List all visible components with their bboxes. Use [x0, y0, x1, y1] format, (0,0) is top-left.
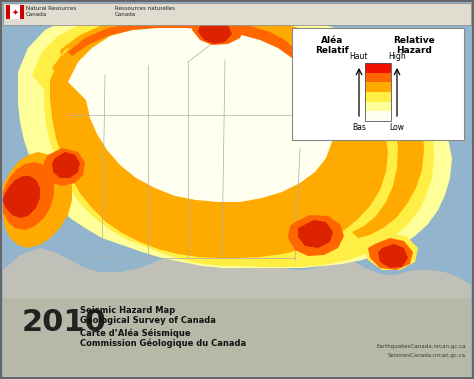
Text: Seismic Hazard Map: Seismic Hazard Map	[80, 306, 175, 315]
Polygon shape	[68, 20, 302, 60]
Text: Canada: Canada	[26, 13, 47, 17]
Bar	[365, 63, 391, 73]
Bar	[6, 5, 24, 19]
Bar	[365, 82, 391, 92]
Polygon shape	[52, 152, 80, 178]
Text: Commission Géologique du Canada: Commission Géologique du Canada	[80, 338, 246, 348]
Text: Ressources naturelles: Ressources naturelles	[115, 6, 175, 11]
Text: EarthquakesCanada.nrcan.gc.ca: EarthquakesCanada.nrcan.gc.ca	[376, 344, 466, 349]
Polygon shape	[288, 215, 344, 256]
Text: Canada: Canada	[115, 13, 136, 17]
Polygon shape	[364, 234, 418, 270]
Polygon shape	[378, 244, 408, 268]
Bar	[3, 3, 471, 25]
Text: SeismesCanada.nrcan.gc.ca: SeismesCanada.nrcan.gc.ca	[388, 353, 466, 358]
Bar	[365, 92, 391, 102]
Bar	[365, 63, 391, 121]
Text: Relative
Hazard: Relative Hazard	[393, 36, 435, 55]
Polygon shape	[3, 3, 25, 210]
Text: High: High	[388, 52, 406, 61]
Text: Low: Low	[390, 123, 404, 132]
Polygon shape	[18, 8, 452, 268]
Polygon shape	[52, 15, 340, 72]
Polygon shape	[330, 30, 424, 238]
Bar	[292, 28, 464, 140]
Text: 2010: 2010	[22, 308, 107, 337]
Polygon shape	[3, 152, 72, 248]
Polygon shape	[44, 148, 85, 186]
Text: Bas: Bas	[352, 123, 366, 132]
Bar	[365, 73, 391, 82]
Text: Aléa
Relatif: Aléa Relatif	[315, 36, 349, 55]
Polygon shape	[68, 26, 334, 202]
Text: Natural Resources: Natural Resources	[26, 6, 76, 11]
Polygon shape	[3, 176, 40, 218]
Polygon shape	[3, 248, 471, 379]
Polygon shape	[32, 15, 422, 267]
Bar	[365, 102, 391, 111]
Polygon shape	[298, 220, 333, 248]
Bar	[365, 111, 391, 121]
Polygon shape	[3, 162, 54, 230]
Polygon shape	[198, 20, 232, 44]
Polygon shape	[292, 95, 338, 130]
Polygon shape	[368, 238, 413, 270]
Bar	[3, 298, 471, 376]
Text: Geological Survey of Canada: Geological Survey of Canada	[80, 316, 216, 325]
Polygon shape	[328, 28, 434, 252]
Text: Haut: Haut	[350, 52, 368, 61]
Bar	[10, 5, 20, 19]
Polygon shape	[50, 20, 388, 258]
Text: ✦: ✦	[11, 8, 18, 17]
Text: Carte d’Aléa Séismique: Carte d’Aléa Séismique	[80, 328, 191, 338]
Polygon shape	[192, 18, 245, 45]
